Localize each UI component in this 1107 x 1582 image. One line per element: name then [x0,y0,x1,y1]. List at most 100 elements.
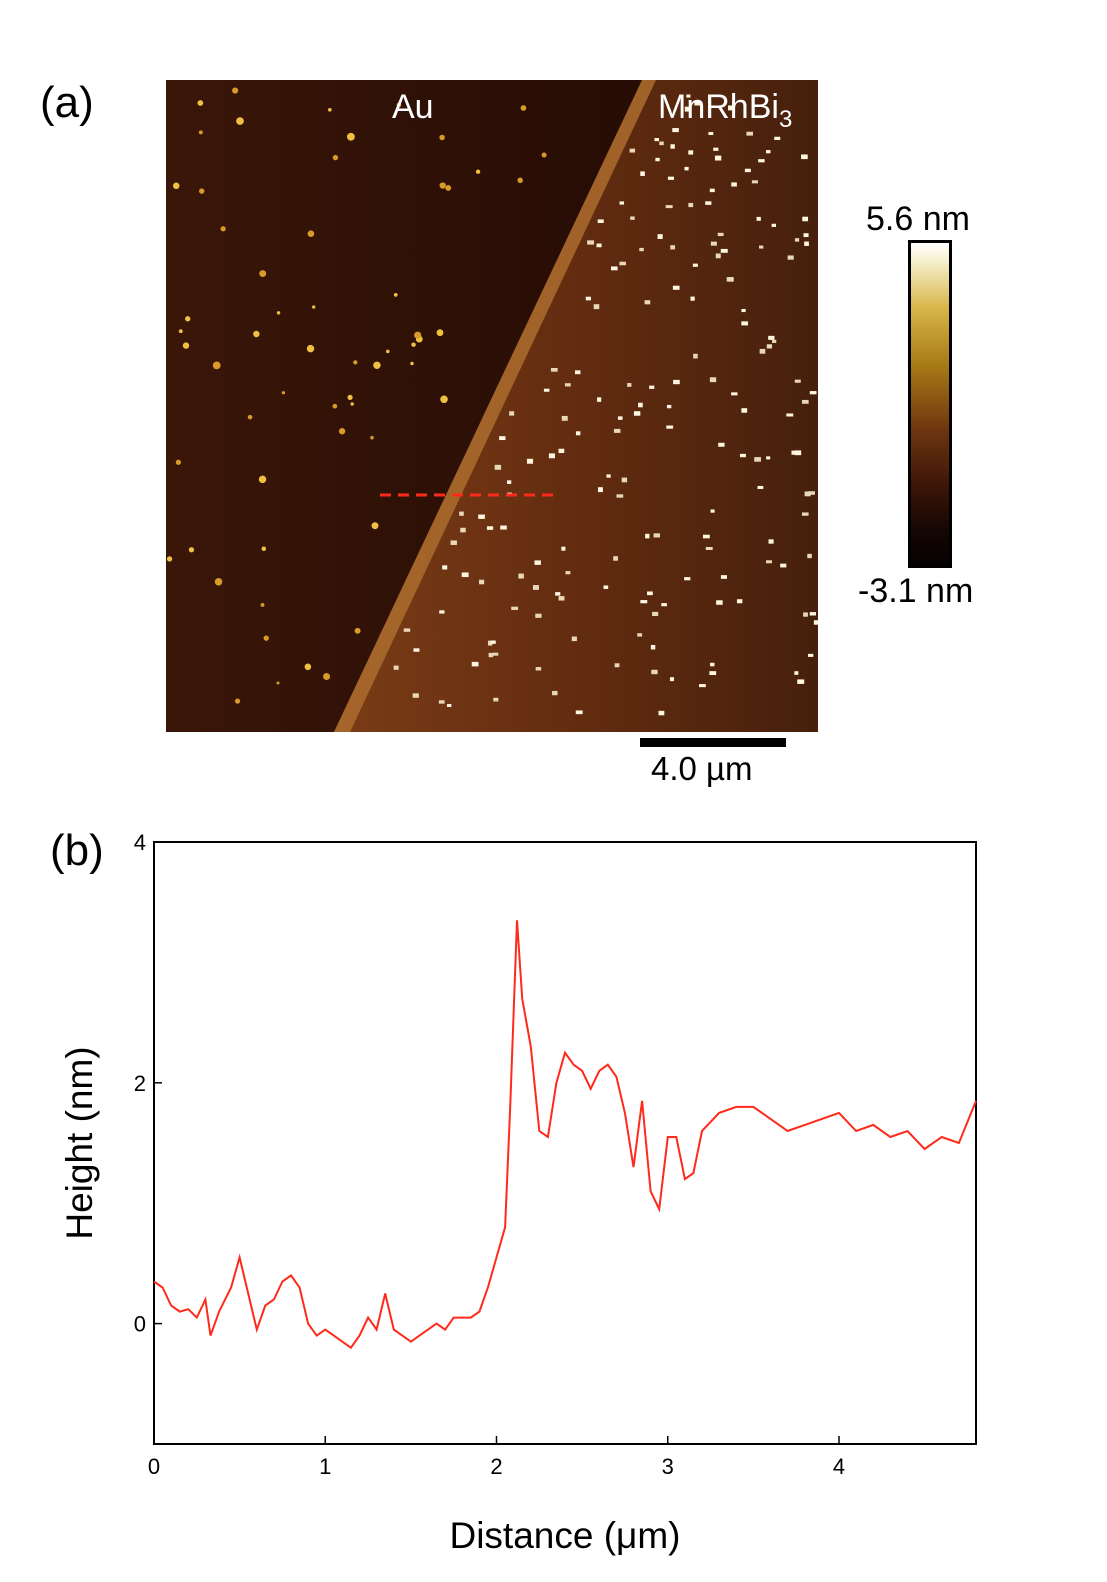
au-particle [259,270,267,278]
mnrhbi3-particle [640,171,645,176]
x-axis-label: Distance (μm) [449,1515,680,1556]
mnrhbi3-particle [658,710,665,716]
mnrhbi3-particle [526,458,534,464]
au-particle [247,414,253,420]
mnrhbi3-particle [659,141,664,146]
mnrhbi3-particle [606,474,611,478]
mnrhbi3-particle [809,391,817,395]
mnrhbi3-particle [518,573,524,579]
scale-bar [640,738,786,747]
mnrhbi3-particle [766,150,771,154]
mnrhbi3-particle [639,247,644,252]
au-particle [445,185,452,191]
mnrhbi3-particle [575,710,583,715]
mnrhbi3-particle [535,667,542,671]
au-particle [475,169,481,174]
au-particle [371,522,379,530]
mnrhbi3-particle [726,277,733,282]
x-tick-label: 2 [490,1454,502,1479]
au-particle [214,578,223,586]
au-particle [338,428,346,435]
mnrhbi3-particle [670,144,675,149]
au-particle [212,361,221,370]
mnrhbi3-particle [710,509,715,513]
mnrhbi3-particle [741,408,748,413]
mnrhbi3-particle [439,610,445,614]
mnrhbi3-particle [393,665,399,670]
mnrhbi3-particle [705,546,713,550]
panel-b-label: (b) [50,826,104,875]
mnrhbi3-particle [446,704,452,708]
mnrhbi3-particle [630,216,635,220]
au-particle [541,152,547,158]
mnrhbi3-particle [686,94,691,98]
au-particle [185,316,191,322]
mnrhbi3-particle [574,370,581,375]
mnrhbi3-particle [616,494,624,498]
mnrhbi3-particle [442,565,448,570]
mnrhbi3-particle [655,157,660,162]
au-particle [234,698,241,704]
mnrhbi3-particle [766,560,772,564]
mnrhbi3-particle [759,348,766,354]
mnrhbi3-particle [731,182,737,187]
mnrhbi3-particle [571,636,577,642]
mnrhbi3-particle [597,397,602,402]
mnrhbi3-particle [744,168,751,173]
mnrhbi3-particle [645,533,650,539]
au-particle [346,132,355,141]
au-particle [198,130,203,135]
mnrhbi3-particles [393,94,818,716]
mnrhbi3-particle [736,599,743,604]
mnrhbi3-particle [471,661,479,667]
y-axis: 0 2 4 [134,830,162,1337]
x-tick-label: 3 [662,1454,674,1479]
mnrhbi3-particle [558,448,565,454]
au-particle [440,395,448,404]
scale-bar-label: 4.0 µm [651,750,753,787]
mnrhbi3-particle [509,411,515,416]
au-particle [350,402,354,406]
mnrhbi3-particle [597,219,604,223]
mnrhbi3-particle [438,700,445,704]
mnrhbi3-particle [672,285,680,290]
mnrhbi3-particle [666,425,674,429]
plot-frame [153,841,977,1445]
mnrhbi3-particle [629,148,636,153]
mnrhbi3-particle [665,205,673,209]
mnrhbi3-particle [771,223,777,227]
mnrhbi3-particle [804,491,811,497]
mnrhbi3-particle [552,690,558,696]
mnrhbi3-particle [413,648,420,652]
y-tick-label: 4 [134,830,146,855]
mnrhbi3-particle [598,487,603,493]
mnrhbi3-particle [702,534,710,539]
au-particle [166,556,173,562]
mnrhbi3-particle [661,603,667,607]
mnrhbi3-particle [486,526,494,530]
mnrhbi3-particle [603,585,609,589]
mnrhbi3-particle [710,662,715,667]
au-particle [232,87,239,94]
mnrhbi3-particle [666,404,672,409]
mnrhbi3-particle [534,560,541,565]
mnrhbi3-particle [757,485,764,490]
mnrhbi3-particle [487,640,493,646]
au-particle [520,105,527,111]
mnrhbi3-particle [644,300,651,305]
mnrhbi3-particle [627,383,632,387]
mnrhbi3-particle [653,533,661,538]
panel-a-label: (a) [40,78,94,127]
mnrhbi3-particle [652,611,659,617]
mnrhbi3-particle [460,527,466,533]
mnrhbi3-particle [710,241,717,246]
mnrhbi3-particle [714,155,722,161]
y-tick-label: 0 [134,1312,146,1337]
mnrhbi3-particle [647,591,653,596]
au-particle [258,475,267,484]
mnrhbi3-particle [731,392,738,396]
mnrhbi3-particle [809,612,816,616]
au-particle [439,182,446,189]
mnrhbi3-particle [640,600,648,604]
mnrhbi3-particle [614,663,620,668]
